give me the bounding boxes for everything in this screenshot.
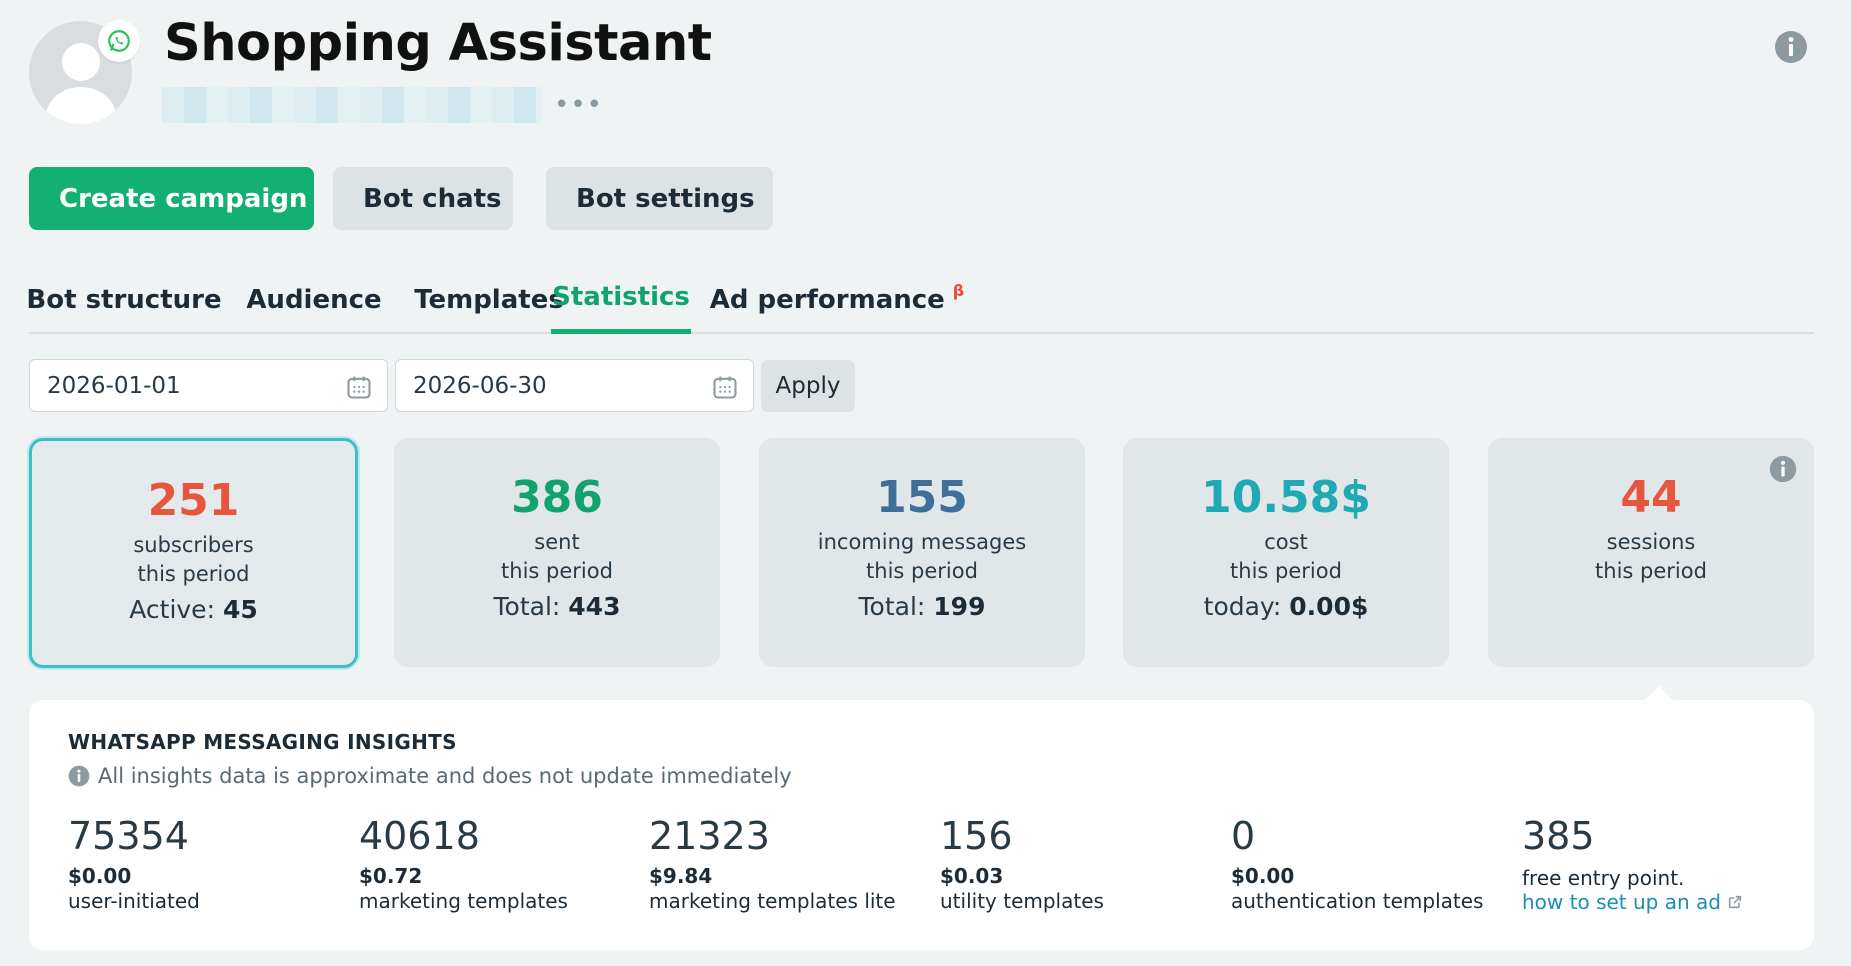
insight-metric: 40618 $0.72 marketing templates (359, 814, 649, 913)
bot-settings-label: Bot settings (576, 183, 755, 214)
stat-extra: Total: 443 (493, 592, 621, 621)
stat-extra: today: 0.00$ (1203, 592, 1369, 621)
page-title: Shopping Assistant (164, 14, 712, 73)
metric-cost: $0.03 (940, 864, 1004, 888)
date-from-value: 2026-01-01 (47, 372, 181, 399)
metric-value: 0 (1231, 814, 1256, 858)
stat-label: sessions this period (1595, 530, 1707, 583)
bot-phone-redacted (162, 87, 542, 123)
external-link-icon (1728, 895, 1742, 909)
metric-label: user-initiated (68, 889, 200, 913)
stat-label: subscribers this period (133, 533, 254, 586)
metric-value: 385 (1522, 814, 1595, 858)
metric-cost: $9.84 (649, 864, 713, 888)
stat-extra: Active: 45 (129, 595, 258, 624)
metric-value: 21323 (649, 814, 770, 858)
tab-statistics[interactable]: Statistics (551, 265, 691, 334)
date-from-field[interactable]: 2026-01-01 (29, 359, 388, 412)
insights-title: WHATSAPP MESSAGING INSIGHTS (68, 730, 457, 754)
metric-label: marketing templates (359, 889, 568, 913)
insight-metric: 75354 $0.00 user-initiated (68, 814, 358, 913)
stat-label: cost this period (1230, 530, 1342, 583)
stat-value: 251 (147, 475, 240, 526)
tab-audience[interactable]: Audience (246, 284, 382, 315)
metric-cost: $0.00 (68, 864, 132, 888)
bot-chats-label: Bot chats (363, 183, 502, 214)
info-icon (68, 765, 90, 787)
tab-bar: Bot structure Audience Templates Statist… (26, 265, 1814, 334)
stat-label: incoming messages this period (817, 530, 1027, 583)
metric-cost: $0.00 (1231, 864, 1295, 888)
tab-ad-performance[interactable]: Ad performance β (709, 281, 965, 315)
bot-chats-button[interactable]: Bot chats (333, 167, 513, 230)
date-to-field[interactable]: 2026-06-30 (395, 359, 754, 412)
info-icon[interactable] (1769, 455, 1797, 487)
stat-value: 386 (511, 472, 603, 523)
metric-value: 75354 (68, 814, 189, 858)
stat-card-sent[interactable]: 386 sent this period Total: 443 (394, 438, 720, 667)
metric-label: utility templates (940, 889, 1104, 913)
insight-metric: 0 $0.00 authentication templates (1231, 814, 1521, 913)
metric-cost: $0.72 (359, 864, 423, 888)
popover-pointer (1643, 686, 1675, 702)
tab-bot-structure[interactable]: Bot structure (26, 284, 222, 315)
insight-metric: 156 $0.03 utility templates (940, 814, 1230, 913)
stat-card-sessions[interactable]: 44 sessions this period (1488, 438, 1814, 667)
stat-card-incoming[interactable]: 155 incoming messages this period Total: … (759, 438, 1085, 667)
insight-metric: 385 free entry point. how to set up an a… (1522, 814, 1812, 914)
metric-value: 40618 (359, 814, 480, 858)
apply-button[interactable]: Apply (761, 360, 855, 412)
metric-label: free entry point. (1522, 866, 1685, 890)
info-icon[interactable] (1774, 30, 1808, 68)
insights-note: All insights data is approximate and doe… (68, 764, 792, 788)
stat-extra: Total: 199 (858, 592, 986, 621)
date-to-value: 2026-06-30 (413, 372, 547, 399)
calendar-icon[interactable] (345, 373, 373, 401)
beta-badge: β (952, 281, 965, 300)
stat-value: 10.58$ (1201, 472, 1371, 523)
calendar-icon[interactable] (711, 373, 739, 401)
create-campaign-label: Create campaign (59, 183, 308, 214)
insight-metric: 21323 $9.84 marketing templates lite (649, 814, 939, 913)
metric-value: 156 (940, 814, 1013, 858)
bot-settings-button[interactable]: Bot settings (546, 167, 773, 230)
stat-value: 155 (876, 472, 968, 523)
whatsapp-icon (98, 20, 140, 62)
stat-card-cost[interactable]: 10.58$ cost this period today: 0.00$ (1123, 438, 1449, 667)
create-campaign-button[interactable]: Create campaign (29, 167, 314, 230)
setup-ad-link[interactable]: how to set up an ad (1522, 890, 1812, 914)
stat-card-subscribers[interactable]: 251 subscribers this period Active: 45 (29, 438, 358, 668)
insights-panel: WHATSAPP MESSAGING INSIGHTS All insights… (29, 700, 1814, 950)
stat-value: 44 (1620, 472, 1682, 523)
metric-label: authentication templates (1231, 889, 1484, 913)
stat-label: sent this period (501, 530, 613, 583)
more-options-icon[interactable]: ••• (554, 90, 604, 120)
tab-templates[interactable]: Templates (414, 284, 564, 315)
metric-label: marketing templates lite (649, 889, 896, 913)
